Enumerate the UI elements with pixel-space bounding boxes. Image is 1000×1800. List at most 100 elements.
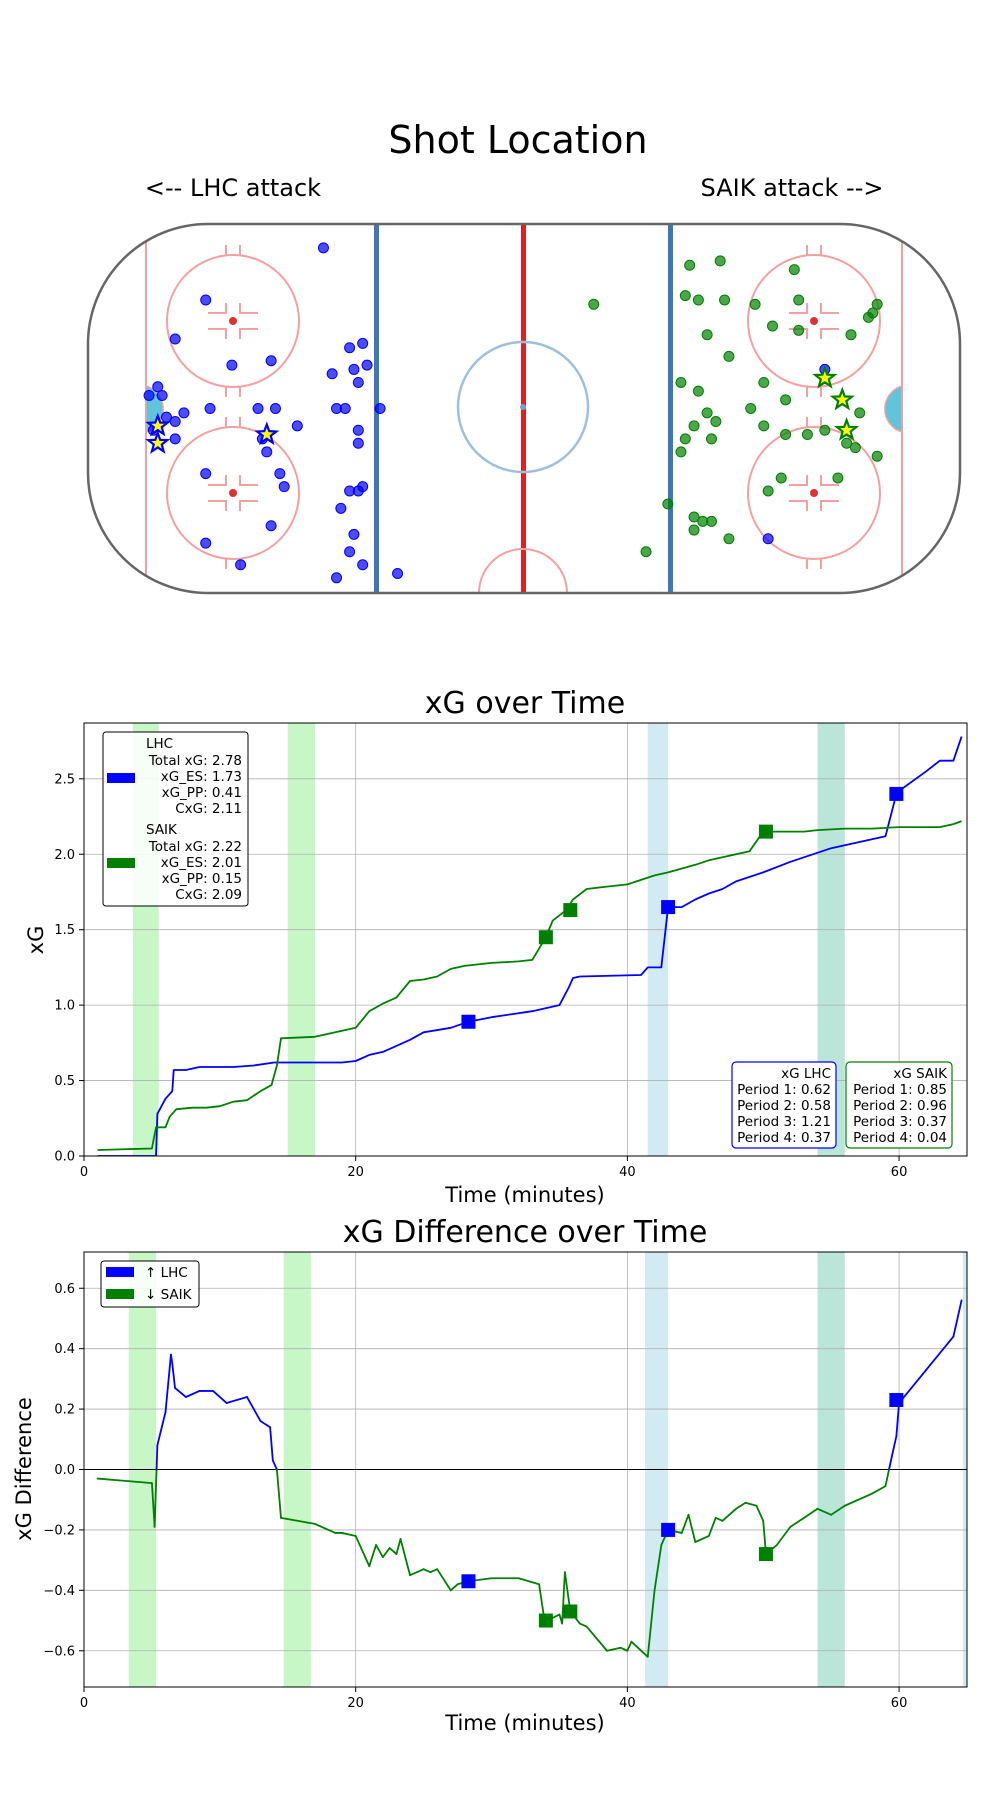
x-tick-label: 60 xyxy=(891,1165,908,1180)
saik-goal-marker xyxy=(829,386,855,411)
lhc-shot-point xyxy=(152,381,164,393)
goal-markers xyxy=(461,786,904,1029)
saik-shot-point xyxy=(719,294,731,306)
legend-saik-team: SAIK xyxy=(146,822,178,838)
saik-shot-point xyxy=(679,433,691,445)
goal-crease-right xyxy=(884,384,903,434)
y-tick-label: 0.2 xyxy=(54,1403,75,1418)
lhc-shot-point xyxy=(352,485,364,497)
saik-shot-point xyxy=(692,385,704,397)
y-axis-label: xG Difference xyxy=(12,1397,36,1541)
xg-diff-segment xyxy=(606,1646,622,1652)
lhc-shot-point xyxy=(265,355,277,367)
lhc-goal-marker xyxy=(889,786,904,801)
xg-diff-segment xyxy=(646,1589,656,1658)
shots-layer xyxy=(143,242,883,584)
faceoff-dot xyxy=(810,489,818,497)
xg-diff-segment xyxy=(153,1468,158,1528)
lhc-shot-point xyxy=(392,567,404,579)
lhc-shot-point xyxy=(357,337,369,349)
xg-diff-segment xyxy=(714,1516,724,1522)
saik-shot-point xyxy=(688,524,700,536)
saik-shot-point xyxy=(849,442,861,454)
shot-location-chart: Shot Location <-- LHC attack SAIK attack… xyxy=(86,118,962,595)
legend-lhc-label: ↑ LHC xyxy=(145,1265,188,1281)
saik-shot-point xyxy=(758,420,770,432)
powerplay-band xyxy=(287,723,315,1156)
period-box-saik-line: Period 1: 0.85 xyxy=(853,1082,947,1098)
y-tick-label: 2.5 xyxy=(54,772,75,787)
plot-frame xyxy=(83,722,968,1157)
lhc-shot-point xyxy=(261,446,273,458)
lhc-shot-point xyxy=(235,559,247,571)
faceoff-dot xyxy=(229,317,237,325)
xg-diff-segment xyxy=(843,1492,873,1507)
xg-diff-segment xyxy=(707,1516,717,1537)
legend-swatch-lhc xyxy=(107,773,135,783)
saik-shot-point xyxy=(710,416,722,428)
y-axis-label: xG xyxy=(24,926,48,955)
saik-shot-point xyxy=(692,294,704,306)
faceoff-circle xyxy=(747,426,881,560)
xg-diff-segment xyxy=(653,1544,663,1592)
lhc-shot-point xyxy=(269,403,281,414)
y-tick-label: 0.6 xyxy=(54,1282,75,1297)
lhc-shot-point xyxy=(200,537,212,549)
xg-diff-segment xyxy=(259,1420,272,1429)
xg-diff-segment xyxy=(952,1299,963,1338)
period-box-saik-line: Period 4: 0.04 xyxy=(853,1130,947,1146)
rink xyxy=(86,222,962,595)
xg-diff-segment xyxy=(409,1568,425,1577)
saik-goal-marker xyxy=(758,824,773,839)
lhc-shot-point xyxy=(252,403,264,414)
saik-shot-point xyxy=(662,498,674,510)
y-tick-label: −0.6 xyxy=(43,1644,75,1659)
saik-shot-point xyxy=(767,320,779,332)
xg-diff-segment xyxy=(436,1568,452,1592)
legend-swatch-saik xyxy=(107,858,135,868)
center-dot xyxy=(520,404,526,410)
blue-line-right xyxy=(668,224,673,593)
lhc-shot-point xyxy=(361,359,373,371)
xg-diff-segment xyxy=(174,1387,187,1398)
xg-diff-segment xyxy=(395,1538,402,1555)
lhc-shot-point xyxy=(374,403,386,414)
xg-diff-segment xyxy=(170,1353,174,1365)
lhc-goal-marker xyxy=(461,1014,476,1029)
faceoff-circle xyxy=(166,426,300,560)
saik-shot-point xyxy=(640,546,652,558)
saik-shot-point xyxy=(675,446,687,458)
x-tick-label: 40 xyxy=(619,1696,636,1711)
saik-shot-point xyxy=(745,403,757,414)
xg-diff-segment xyxy=(388,1547,398,1555)
x-axis-label: Time (minutes) xyxy=(444,1711,604,1735)
faceoff-hash xyxy=(208,303,258,339)
lhc-shot-point xyxy=(331,572,343,584)
y-tick-label: 2.0 xyxy=(54,848,75,863)
saik-shot-point xyxy=(819,424,831,436)
saik-shot-point xyxy=(862,311,874,323)
lhc-shot-point xyxy=(344,546,356,558)
saik-shot-point xyxy=(701,407,713,419)
center-circle xyxy=(456,340,590,474)
faceoff-hash xyxy=(208,475,258,511)
lhc-shot-point xyxy=(317,242,329,254)
lhc-shot-point xyxy=(169,433,181,445)
lhc-shot-point xyxy=(348,528,360,540)
saik-shot-point xyxy=(762,485,774,497)
xg-diff-chart-title: xG Difference over Time xyxy=(343,1215,708,1250)
saik-shot-point xyxy=(588,298,600,310)
referee-crease xyxy=(478,548,568,593)
saik-goal-marker xyxy=(563,903,578,918)
lhc-shot-point xyxy=(169,333,181,345)
lhc-goal-marker xyxy=(145,430,171,454)
faceoff-dot xyxy=(810,317,818,325)
xg-over-time-chart: xG over Time 0 20 40 60 0.0 0.5 1.0 1.5 2.0 2.5 T… xyxy=(24,686,968,1207)
penalty-kill-band xyxy=(647,723,669,1156)
xg-diff-segment xyxy=(680,1513,690,1534)
xg-diff-segment xyxy=(225,1396,248,1404)
saik-goal-marker xyxy=(563,1604,578,1619)
saik-shot-point xyxy=(758,376,770,388)
saik-shot-point xyxy=(832,472,844,484)
xg-diff-segment xyxy=(327,1529,337,1534)
